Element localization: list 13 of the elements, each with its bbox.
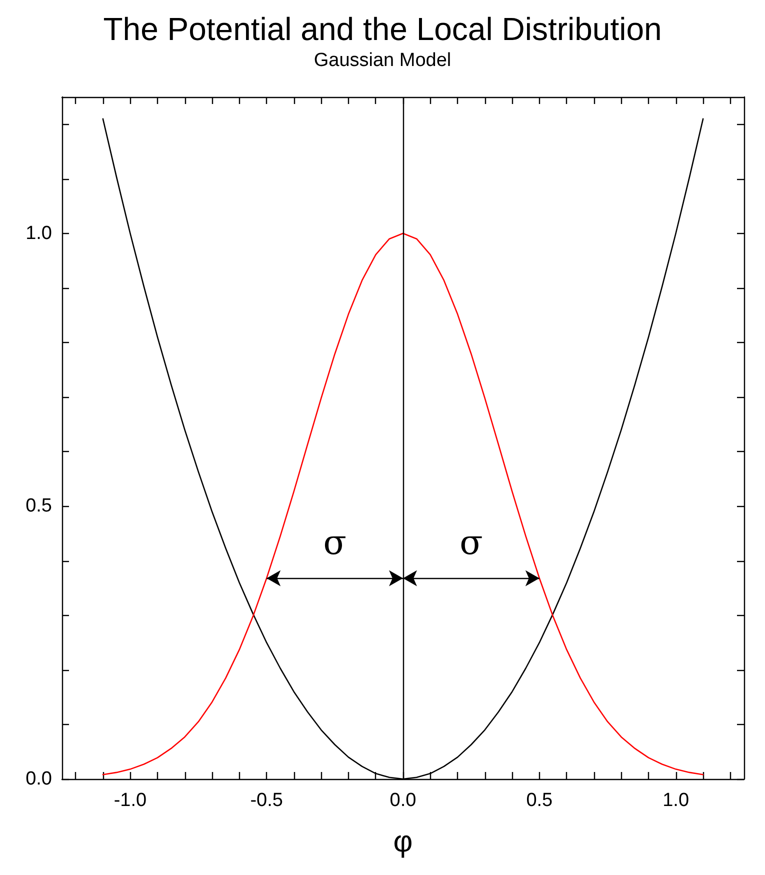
annotation: σ — [460, 523, 483, 564]
x-axis-title: φ — [393, 826, 413, 858]
x-tick-label: 0.5 — [526, 790, 553, 811]
x-tick-label: -0.5 — [250, 790, 283, 811]
x-tick-label: 0.0 — [390, 790, 416, 811]
chart-subtitle: Gaussian Model — [314, 50, 452, 71]
x-tick-label: -1.0 — [114, 790, 147, 811]
y-tick-label: 0.5 — [26, 496, 52, 517]
annotation: σ — [323, 523, 346, 564]
y-tick-label: 1.0 — [26, 222, 52, 244]
x-tick-label: 1.0 — [662, 790, 690, 811]
y-tick-label: 0.0 — [26, 768, 52, 790]
chart-title: The Potential and the Local Distribution — [103, 11, 662, 47]
